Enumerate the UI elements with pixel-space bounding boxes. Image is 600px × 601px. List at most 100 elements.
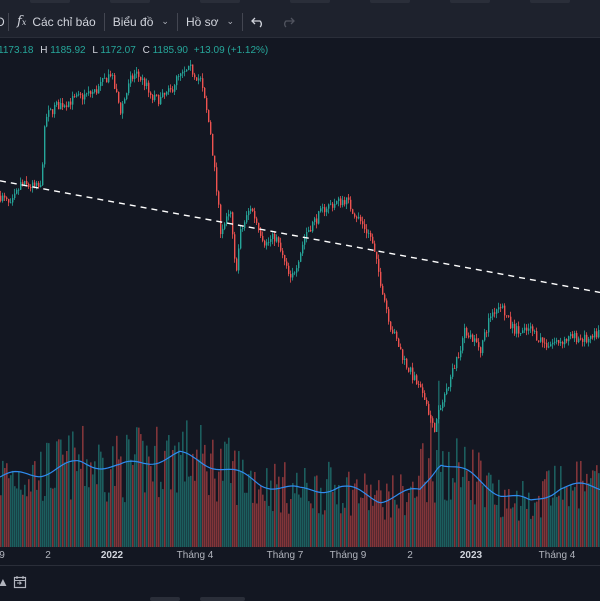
candle-body (594, 331, 596, 338)
candle-body (64, 105, 66, 108)
candle-body (250, 208, 252, 211)
volume-bar (592, 470, 594, 547)
volume-bar (150, 466, 152, 547)
volume-bar (38, 480, 40, 547)
volume-bar (268, 505, 270, 547)
volume-bar (574, 487, 576, 547)
volume-bar (62, 454, 64, 547)
time-axis-label: 2022 (100, 550, 124, 561)
volume-bar (360, 497, 362, 547)
volume-bar (470, 500, 472, 547)
volume-bar (480, 460, 482, 547)
price-chart[interactable] (0, 56, 600, 547)
candle-body (228, 213, 230, 217)
indicators-button[interactable]: fx Các chỉ báo (9, 6, 104, 37)
candle-body (4, 195, 6, 198)
candle-body (516, 326, 518, 334)
volume-bar (506, 508, 508, 547)
candle-body (484, 332, 486, 341)
bottom-toolbar: ▲ (0, 565, 600, 601)
volume-bar (422, 443, 424, 547)
candle-body (496, 309, 498, 314)
candle-body (258, 222, 260, 231)
candle-body (364, 224, 366, 230)
chart-menu-button[interactable]: Biểu đồ ⌄ (105, 6, 177, 37)
candle-body (366, 229, 368, 234)
volume-bar (194, 480, 196, 547)
calendar-goto-icon[interactable] (13, 575, 27, 589)
volume-bar (438, 380, 440, 547)
time-range-icon[interactable]: ▲ (0, 575, 9, 589)
candle-body (486, 332, 488, 334)
volume-bar (324, 510, 326, 547)
candle-body (152, 95, 154, 101)
candle-body (394, 331, 396, 334)
volume-bar (380, 490, 382, 547)
candle-body (440, 408, 442, 410)
volume-bar (490, 474, 492, 547)
candle-body (146, 82, 148, 86)
volume-bar (412, 481, 414, 547)
volume-bar (220, 448, 222, 547)
candle-body (538, 340, 540, 342)
volume-bar (160, 481, 162, 547)
volume-bar (192, 453, 194, 547)
volume-bar (258, 489, 260, 547)
close-value: 1185.90 (152, 45, 188, 56)
candle-body (388, 309, 390, 322)
volume-bar (72, 431, 74, 547)
candle-body (342, 200, 344, 206)
undo-button[interactable] (243, 6, 273, 37)
redo-button[interactable] (273, 6, 303, 37)
candle-body (528, 328, 530, 331)
candle-body (86, 93, 88, 95)
volume-bar (354, 483, 356, 547)
volume-bar (230, 483, 232, 547)
volume-bar (272, 511, 274, 547)
volume-bar (190, 475, 192, 547)
volume-bar (212, 439, 214, 547)
volume-bar (84, 486, 86, 547)
volume-bar (118, 459, 120, 547)
candle-body (332, 203, 334, 208)
volume-bar (538, 495, 540, 547)
volume-bar (148, 456, 150, 547)
candle-body (548, 346, 550, 348)
time-axis-label: Tháng 4 (176, 550, 214, 561)
volume-bar (292, 483, 294, 547)
candle-body (462, 338, 464, 351)
volume-bar (210, 453, 212, 547)
candle-body (260, 230, 262, 236)
volume-bar (202, 453, 204, 547)
volume-bar (456, 438, 458, 547)
volume-bar (182, 431, 184, 547)
volume-bar (116, 435, 118, 547)
volume-bar (504, 489, 506, 547)
volume-bar (522, 481, 524, 547)
volume-bar (170, 489, 172, 547)
volume-bar (94, 461, 96, 547)
timeframe-button[interactable]: D (0, 14, 5, 29)
candle-body (196, 77, 198, 81)
volume-bar (172, 449, 174, 547)
candle-body (512, 323, 514, 329)
candle-body (344, 200, 346, 205)
candle-body (414, 375, 416, 381)
candle-body (132, 75, 134, 79)
volume-bar (462, 476, 464, 547)
candle-body (154, 94, 156, 101)
candle-body (54, 104, 56, 115)
candle-body (264, 240, 266, 246)
volume-bar (464, 446, 466, 547)
volume-bar (14, 486, 16, 547)
candle-body (466, 328, 468, 336)
toolbar-divider (103, 12, 105, 31)
volume-bar (12, 470, 14, 547)
candle-body (304, 237, 306, 245)
volume-bar (16, 488, 18, 547)
volume-bar (76, 471, 78, 547)
profile-menu-button[interactable]: Hồ sơ ⌄ (178, 6, 242, 37)
volume-bar (226, 443, 228, 547)
volume-bar (196, 449, 198, 547)
candle-body (124, 99, 126, 104)
